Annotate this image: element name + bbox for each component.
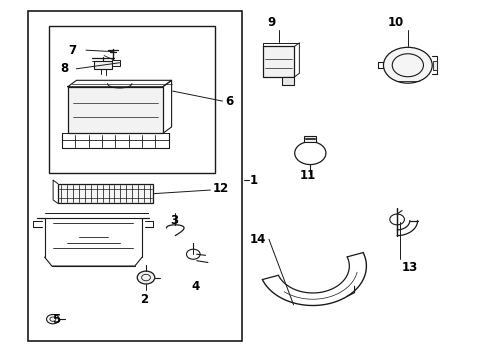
Text: 10: 10 [387, 17, 403, 30]
Text: 8: 8 [61, 62, 69, 75]
Bar [49, 26, 215, 173]
Bar [112, 60, 120, 66]
Text: 4: 4 [191, 280, 200, 293]
Text: 1: 1 [249, 174, 257, 186]
Text: 9: 9 [266, 17, 275, 30]
Text: 11: 11 [299, 169, 315, 182]
Circle shape [46, 315, 59, 324]
Text: 5: 5 [52, 313, 60, 327]
Bar [27, 12, 242, 341]
Bar [304, 136, 316, 142]
Text: 12: 12 [212, 183, 228, 195]
Text: 14: 14 [249, 233, 266, 246]
Circle shape [137, 271, 155, 284]
Bar [68, 87, 163, 134]
Text: 3: 3 [169, 214, 178, 227]
Bar [282, 77, 294, 85]
Bar [58, 184, 153, 203]
Bar [432, 60, 436, 70]
Circle shape [383, 47, 431, 83]
Bar [262, 46, 294, 77]
Text: 13: 13 [401, 261, 418, 274]
Text: 2: 2 [140, 293, 148, 306]
Text: 6: 6 [224, 95, 233, 108]
Text: 7: 7 [68, 44, 76, 57]
Bar [94, 60, 112, 69]
